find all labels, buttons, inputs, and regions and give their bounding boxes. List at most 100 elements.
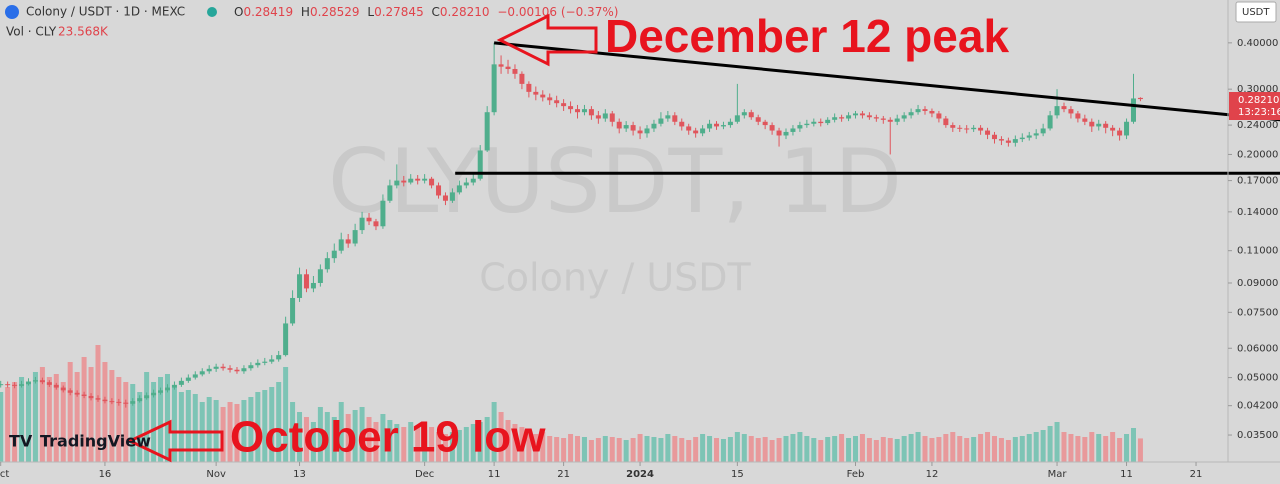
- candle-body: [192, 374, 198, 378]
- annotation: October 19 low: [230, 413, 546, 462]
- volume-bar: [1026, 434, 1032, 462]
- volume-bar: [769, 440, 775, 462]
- volume-bar: [1054, 422, 1060, 462]
- volume-bar: [1137, 438, 1143, 462]
- candle-body: [852, 113, 859, 116]
- candle-body: [998, 139, 1004, 141]
- volume-bar: [262, 390, 268, 462]
- volume-bar: [804, 436, 810, 462]
- candle-body: [505, 66, 511, 70]
- candle-body: [512, 69, 518, 74]
- volume-bar: [672, 436, 678, 462]
- volume-bar: [415, 426, 421, 462]
- candle-body: [297, 274, 303, 298]
- volume-bar: [408, 422, 414, 462]
- candle-body: [776, 130, 782, 136]
- volume-bar: [297, 412, 303, 462]
- candle-body: [5, 384, 11, 386]
- ohlc-value: 0.28529: [310, 5, 360, 19]
- candle-body: [575, 109, 581, 113]
- volume-bar: [818, 440, 824, 462]
- volume-bar: [811, 438, 817, 462]
- volume-bar: [651, 437, 657, 462]
- volume-bar: [470, 424, 476, 462]
- axes: 0.40000 0.30000 0.24000 0.20000 0.17000 0.140…: [0, 38, 1278, 480]
- candle-body: [901, 115, 907, 119]
- volume-bar: [394, 424, 400, 462]
- candle-body: [644, 128, 650, 134]
- volume-bar: [60, 382, 66, 462]
- volume-bar: [512, 424, 518, 462]
- volume-bar: [783, 436, 789, 462]
- volume-bar: [74, 372, 80, 462]
- volume-bar: [144, 372, 150, 462]
- candle-body: [873, 117, 879, 119]
- volume-bar: [498, 412, 504, 462]
- x-tick-label: 21: [557, 469, 570, 480]
- candle-body: [950, 125, 956, 128]
- volume-bar: [957, 436, 963, 462]
- volume-bar: [595, 438, 601, 462]
- candle-body: [331, 250, 337, 259]
- currency-box[interactable]: [1235, 1, 1277, 23]
- candle-body: [846, 115, 852, 119]
- candle-body: [46, 382, 52, 385]
- volume-bar: [88, 367, 94, 462]
- x-tick-label: Dec: [415, 469, 434, 480]
- watermark: CLYUSDT, 1D: [328, 130, 902, 233]
- candle-body: [707, 123, 713, 129]
- candle-body: [887, 119, 893, 122]
- countdown: 13:23:16: [1238, 107, 1280, 118]
- volume-bar: [1033, 432, 1039, 462]
- candle-body: [1005, 140, 1011, 143]
- candle-body: [783, 131, 789, 136]
- volume-bar: [456, 430, 462, 462]
- volume-bar: [762, 437, 768, 462]
- volume-bar: [352, 410, 358, 462]
- volume-bar: [95, 345, 101, 462]
- candle-body: [700, 128, 706, 134]
- volume-readout: 23.568K: [58, 25, 109, 39]
- candle-body: [1124, 121, 1130, 136]
- candle-body: [442, 195, 448, 201]
- candle-body: [922, 109, 928, 111]
- candle-body: [832, 117, 838, 120]
- volume-bar: [32, 372, 38, 462]
- volume-bar: [25, 384, 31, 462]
- volume-bar: [373, 422, 379, 462]
- x-tick-label: 21: [1190, 469, 1203, 480]
- candle-body: [109, 401, 115, 403]
- ohlc-value: 0.27845: [374, 5, 424, 19]
- volume-bar: [422, 430, 428, 462]
- volume-bar: [998, 438, 1004, 462]
- volume-bar: [1103, 436, 1109, 462]
- volume-bar: [790, 434, 796, 462]
- candle-body: [88, 396, 94, 399]
- candle-body: [373, 221, 379, 227]
- symbol-logo: [5, 5, 19, 19]
- volume-bar: [429, 427, 435, 462]
- candle-body: [276, 355, 282, 360]
- candle-body: [255, 362, 261, 366]
- candle-body: [554, 100, 560, 104]
- volume-bar: [630, 438, 636, 462]
- candle-body: [0, 384, 4, 386]
- currency[interactable]: USDT: [1242, 7, 1270, 18]
- candle-body: [741, 112, 747, 116]
- volume-bar: [484, 417, 490, 462]
- volume-bar: [908, 434, 914, 462]
- volume-bar: [1061, 432, 1067, 462]
- volume-bar: [575, 436, 581, 462]
- candle-body: [60, 387, 66, 391]
- candle-body: [39, 380, 45, 383]
- candle-body: [755, 117, 761, 122]
- candle-body: [790, 128, 796, 132]
- volume-bar: [380, 414, 386, 462]
- candle-body: [1082, 118, 1088, 122]
- volume-bar: [269, 387, 275, 462]
- volume-bar: [873, 440, 879, 462]
- candle-body: [234, 369, 240, 372]
- candle-body: [769, 125, 775, 131]
- candle-body: [1033, 133, 1039, 136]
